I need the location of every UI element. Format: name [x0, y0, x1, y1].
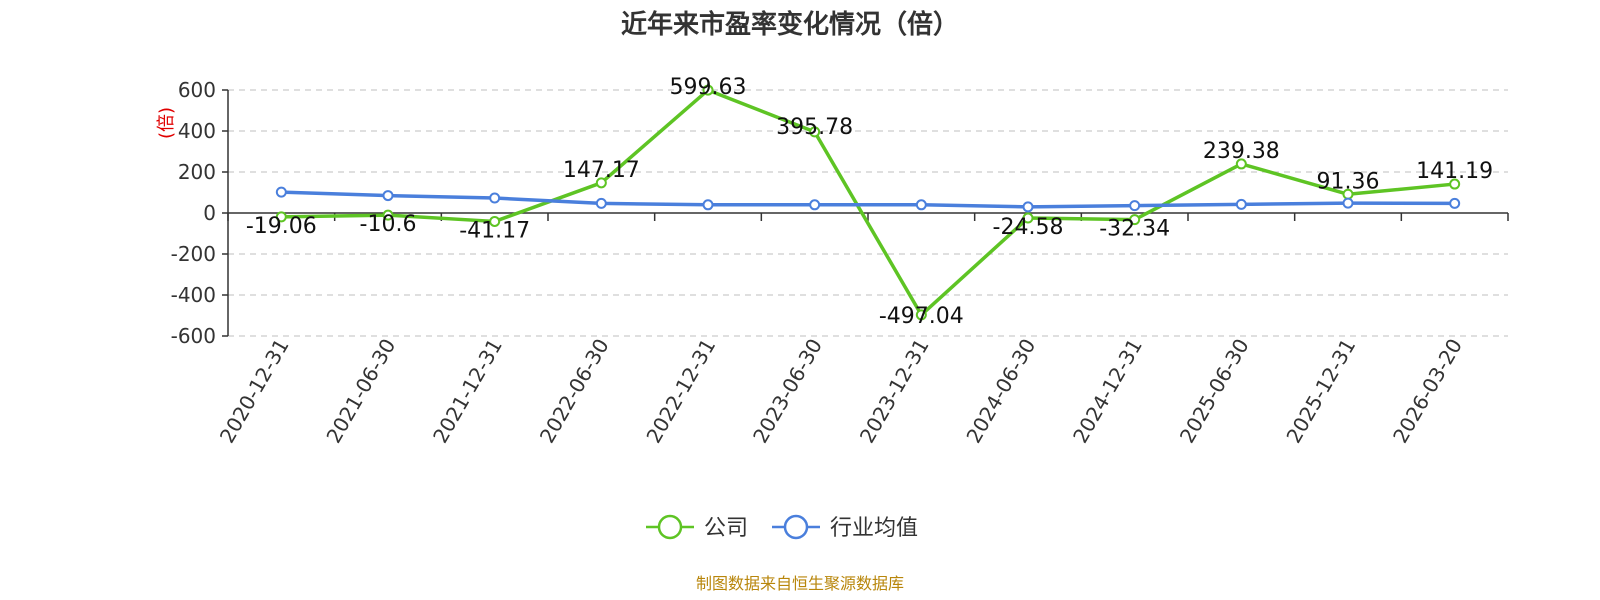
y-axis-label: (倍): [156, 107, 177, 139]
series-lines: [275, 84, 1461, 321]
legend-label: 公司: [704, 516, 748, 541]
y-tick-label: -200: [171, 242, 216, 266]
data-point[interactable]: [809, 199, 821, 211]
series-line-1: [281, 190, 1455, 209]
legend-label: 行业均值: [830, 516, 918, 541]
data-label: 91.36: [1317, 169, 1380, 194]
data-point[interactable]: [489, 215, 501, 227]
data-point[interactable]: [1129, 200, 1141, 212]
data-point[interactable]: [915, 199, 927, 211]
x-tick-label: 2021-06-30: [321, 335, 400, 448]
data-point[interactable]: [275, 186, 287, 198]
chart-title: 近年来市盈率变化情况（倍）: [621, 9, 959, 40]
y-tick-label: -400: [171, 283, 216, 307]
legend-marker: [783, 514, 809, 540]
y-tick-label: 600: [178, 78, 216, 102]
y-tick-label: 400: [178, 119, 216, 143]
x-tick-label: 2025-12-31: [1281, 335, 1360, 448]
data-point[interactable]: [1235, 158, 1247, 170]
data-point[interactable]: [702, 199, 714, 211]
y-tick-label: 200: [178, 160, 216, 184]
x-tick-label: 2024-06-30: [961, 335, 1040, 448]
data-point[interactable]: [1022, 201, 1034, 213]
data-point[interactable]: [1449, 197, 1461, 209]
source-note: 制图数据来自恒生聚源数据库: [696, 574, 904, 593]
legend-item-1[interactable]: 行业均值: [772, 514, 918, 541]
data-point[interactable]: [915, 309, 927, 321]
data-label: 141.19: [1416, 159, 1493, 184]
data-point[interactable]: [275, 211, 287, 223]
grid-lines: [228, 89, 1508, 337]
data-label: 239.38: [1203, 139, 1280, 164]
data-point[interactable]: [809, 126, 821, 138]
series-line-0: [281, 88, 1455, 317]
x-tick-label: 2025-06-30: [1175, 335, 1254, 448]
data-point[interactable]: [1449, 178, 1461, 190]
legend-marker: [657, 514, 683, 540]
data-point[interactable]: [1235, 198, 1247, 210]
legend[interactable]: 公司 行业均值: [646, 514, 918, 541]
x-tick-label: 2024-12-31: [1068, 335, 1147, 448]
data-point[interactable]: [382, 209, 394, 221]
data-label: -41.17: [459, 218, 530, 243]
x-tick-label: 2023-06-30: [748, 335, 827, 448]
data-label: -32.34: [1099, 217, 1170, 242]
x-tick-label: 2022-06-30: [535, 335, 614, 448]
data-point[interactable]: [595, 197, 607, 209]
y-tick-label: -600: [171, 324, 216, 348]
data-point[interactable]: [595, 177, 607, 189]
data-point[interactable]: [1129, 214, 1141, 226]
data-point[interactable]: [489, 192, 501, 204]
data-point[interactable]: [1342, 197, 1354, 209]
data-label: -24.58: [993, 215, 1064, 240]
y-tick-label: 0: [203, 201, 216, 225]
x-tick-label: 2023-12-31: [855, 335, 934, 448]
x-tick-label: 2026-03-20: [1388, 335, 1467, 448]
data-label: 395.78: [776, 115, 853, 140]
data-point[interactable]: [382, 190, 394, 202]
x-tick-label: 2022-12-31: [641, 335, 720, 448]
data-label: -497.04: [879, 304, 964, 329]
x-tick-label: 2021-12-31: [428, 335, 507, 448]
x-tick-label: 2020-12-31: [215, 335, 294, 448]
data-label: -10.6: [360, 212, 417, 237]
data-point[interactable]: [1022, 212, 1034, 224]
data-label: -19.06: [246, 214, 317, 239]
data-labels: -19.06 -10.6 -41.17 147.17 599.63 395.78 -497.…: [246, 75, 1493, 329]
data-label: 599.63: [670, 75, 747, 100]
data-point[interactable]: [702, 84, 714, 96]
data-label: 147.17: [563, 158, 640, 183]
legend-item-0[interactable]: 公司: [646, 514, 748, 541]
